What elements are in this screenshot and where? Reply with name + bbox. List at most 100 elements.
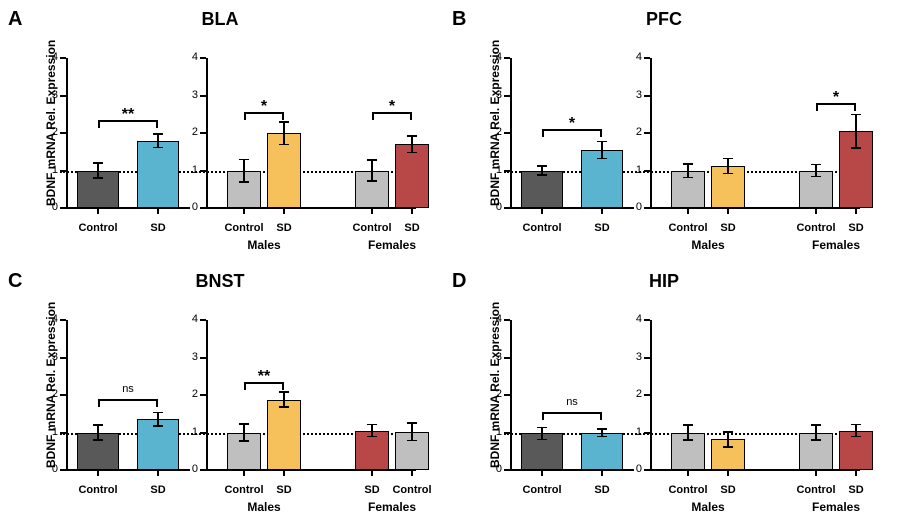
y-tick-label: 0 bbox=[46, 201, 58, 213]
error-cap-top bbox=[851, 114, 861, 116]
error-whisker bbox=[727, 432, 729, 447]
x-category-label: Control bbox=[522, 484, 561, 496]
error-whisker bbox=[97, 425, 99, 440]
y-tick bbox=[644, 207, 650, 209]
y-tick bbox=[200, 394, 206, 396]
y-tick bbox=[200, 57, 206, 59]
error-cap-top bbox=[407, 422, 417, 424]
error-cap-top bbox=[597, 141, 607, 143]
y-tick bbox=[60, 95, 66, 97]
y-tick-label: 0 bbox=[46, 463, 58, 475]
y-tick-label: 1 bbox=[490, 164, 502, 176]
y-tick-label: 4 bbox=[186, 313, 198, 325]
y-tick-label: 2 bbox=[490, 126, 502, 138]
x-tick bbox=[727, 470, 729, 476]
error-cap-top bbox=[93, 424, 103, 426]
x-category-label: SD bbox=[594, 222, 609, 234]
significance-bracket-v bbox=[98, 399, 100, 407]
error-cap-top bbox=[683, 424, 693, 426]
y-axis bbox=[66, 58, 68, 208]
panel-letter: B bbox=[452, 8, 466, 31]
significance-label: ** bbox=[122, 106, 134, 124]
y-tick-label: 3 bbox=[490, 351, 502, 363]
y-tick-label: 3 bbox=[46, 89, 58, 101]
error-whisker bbox=[411, 136, 413, 153]
y-tick-label: 2 bbox=[630, 388, 642, 400]
y-tick bbox=[644, 394, 650, 396]
error-cap-bot bbox=[811, 439, 821, 441]
error-cap-bot bbox=[407, 440, 417, 442]
error-whisker bbox=[687, 425, 689, 440]
y-tick-label: 3 bbox=[186, 89, 198, 101]
x-tick bbox=[283, 470, 285, 476]
x-group-label: Females bbox=[812, 500, 860, 514]
y-tick bbox=[504, 170, 510, 172]
pooled-chart: 01234ControlSDns bbox=[510, 320, 634, 470]
error-whisker bbox=[855, 114, 857, 148]
y-tick bbox=[504, 469, 510, 471]
y-tick bbox=[504, 319, 510, 321]
x-group-label: Females bbox=[368, 238, 416, 252]
y-tick bbox=[200, 170, 206, 172]
y-tick bbox=[200, 357, 206, 359]
significance-bracket-v bbox=[244, 382, 246, 390]
significance-bracket-v bbox=[600, 412, 602, 420]
x-category-label: Control bbox=[522, 222, 561, 234]
error-whisker bbox=[97, 163, 99, 178]
y-tick-label: 0 bbox=[630, 463, 642, 475]
x-tick bbox=[371, 208, 373, 214]
error-whisker bbox=[815, 165, 817, 177]
error-cap-bot bbox=[239, 440, 249, 442]
bar bbox=[395, 144, 429, 208]
split-chart: 01234ControlSDMalesControlSDFemales* bbox=[650, 58, 860, 208]
error-whisker bbox=[541, 427, 543, 439]
y-tick-label: 4 bbox=[630, 313, 642, 325]
pooled-chart: 01234ControlSDns bbox=[66, 320, 190, 470]
y-tick-label: 1 bbox=[46, 426, 58, 438]
significance-label: * bbox=[389, 98, 395, 116]
y-tick-label: 2 bbox=[186, 126, 198, 138]
error-whisker bbox=[815, 425, 817, 440]
y-tick-label: 3 bbox=[630, 351, 642, 363]
error-cap-bot bbox=[723, 446, 733, 448]
significance-label: * bbox=[261, 98, 267, 116]
x-tick bbox=[243, 470, 245, 476]
error-whisker bbox=[157, 134, 159, 148]
y-tick bbox=[644, 57, 650, 59]
y-tick-label: 0 bbox=[186, 463, 198, 475]
error-cap-top bbox=[723, 431, 733, 433]
significance-bracket-v bbox=[156, 399, 158, 407]
y-tick bbox=[200, 207, 206, 209]
x-category-label: Control bbox=[78, 484, 117, 496]
error-cap-bot bbox=[279, 406, 289, 408]
y-tick-label: 1 bbox=[186, 426, 198, 438]
x-tick bbox=[687, 470, 689, 476]
error-cap-bot bbox=[851, 147, 861, 149]
y-tick-label: 1 bbox=[630, 426, 642, 438]
y-tick bbox=[504, 394, 510, 396]
y-tick bbox=[60, 469, 66, 471]
y-tick bbox=[644, 170, 650, 172]
y-tick bbox=[504, 95, 510, 97]
y-tick bbox=[504, 132, 510, 134]
y-tick-label: 1 bbox=[186, 164, 198, 176]
x-category-label: SD bbox=[848, 484, 863, 496]
y-axis bbox=[650, 58, 652, 208]
error-whisker bbox=[411, 423, 413, 440]
x-category-label: SD bbox=[594, 484, 609, 496]
x-category-label: Control bbox=[796, 222, 835, 234]
error-cap-top bbox=[537, 165, 547, 167]
y-tick bbox=[60, 394, 66, 396]
error-cap-top bbox=[279, 121, 289, 123]
y-tick-label: 2 bbox=[490, 388, 502, 400]
x-category-label: Control bbox=[224, 484, 263, 496]
error-cap-bot bbox=[153, 425, 163, 427]
y-tick bbox=[644, 432, 650, 434]
significance-bracket-v bbox=[282, 112, 284, 120]
y-tick-label: 1 bbox=[490, 426, 502, 438]
error-cap-bot bbox=[597, 158, 607, 160]
y-tick-label: 2 bbox=[46, 388, 58, 400]
y-tick bbox=[644, 132, 650, 134]
x-group-label: Females bbox=[812, 238, 860, 252]
y-tick-label: 2 bbox=[630, 126, 642, 138]
